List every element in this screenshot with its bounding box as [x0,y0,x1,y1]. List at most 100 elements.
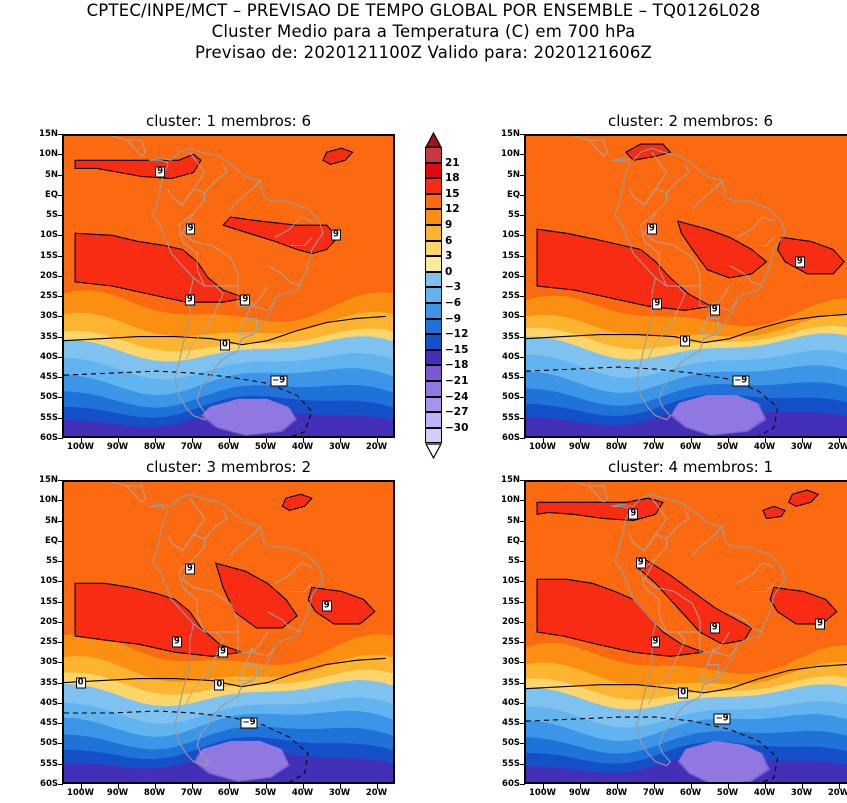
title-line-times: Previsao de: 2020121100Z Valido para: 20… [194,43,653,62]
y-axis-tick-label: 35S [502,331,520,342]
contour-label: 9 [171,636,182,648]
y-axis-tick-label: 50S [40,392,58,403]
x-axis-tick-mark [117,438,119,443]
y-axis-tick-label: 60S [502,433,520,443]
x-axis-tick-mark [376,438,378,443]
contour-label: 9 [184,563,195,575]
y-axis-tick-mark [58,316,63,318]
y-axis-tick-mark [520,601,525,603]
map-plot-cluster-1[interactable]: 9 9 9 9 9 0 −9 [62,134,395,438]
contour-label: 9 [815,618,826,630]
colorbar-tick-label: 21 [445,156,460,169]
x-axis-tick-label: 70W [642,442,665,452]
y-axis-tick-label: 5S [507,556,520,567]
y-axis-tick-label: 45S [502,372,520,383]
y-axis-tick-label: 35S [40,331,58,342]
x-axis-tick-mark [339,784,341,789]
map-plot-cluster-4[interactable]: 9 9 9 9 9 0 −9 [524,480,847,784]
x-axis-tick-mark [117,784,119,789]
y-axis-tick-mark [58,377,63,379]
contour-label: 9 [628,508,639,520]
y-axis-tick-mark [520,417,525,419]
x-axis-tick-mark [801,784,803,789]
colorbar-tick-label: 3 [445,250,453,263]
y-axis-tick-label: 35S [40,677,58,688]
y-axis-tick-mark [520,336,525,338]
chart-title-block: CPTEC/INPE/MCT – PREVISAO DE TEMPO GLOBA… [0,0,847,63]
y-axis-tick-mark [58,154,63,156]
y-axis-tick-label: 10S [40,230,58,241]
x-axis-tick-label: 50W [716,442,739,452]
contour-label: 0 [75,677,86,689]
x-axis-tick-label: 30W [790,788,813,798]
colorbar-tick-label: 15 [445,187,460,200]
x-axis-tick-mark [228,784,230,789]
contour-label: 9 [218,646,229,658]
x-axis-tick-mark [542,784,544,789]
y-axis-tick-label: 60S [502,779,520,789]
y-axis-tick-mark [58,702,63,704]
y-axis-tick-label: 10N [39,495,58,506]
map-plot-cluster-2[interactable]: 9 9 9 9 0 −9 [524,134,847,438]
temperature-field-cluster-1 [64,136,393,436]
y-axis-tick-mark [58,743,63,745]
y-axis-tick-label: 5S [507,210,520,221]
x-axis-tick-mark [579,784,581,789]
x-axis-tick-mark [265,784,267,789]
y-axis-tick-label: 15N [501,129,520,139]
x-axis-tick-label: 80W [143,788,166,798]
y-axis-tick-label: 15N [501,475,520,485]
x-axis-tick-mark [80,784,82,789]
colorbar-swatch [425,162,442,179]
y-axis-tick-mark [520,174,525,176]
colorbar-swatch [425,209,442,225]
y-axis-tick-label: 40S [502,697,520,708]
x-axis-tick-mark [228,438,230,443]
contour-label: 9 [240,294,251,306]
y-axis-tick-mark [520,540,525,542]
y-axis-tick-label: 55S [502,758,520,769]
colorbar-swatch [425,225,442,241]
x-axis-tick-label: 60W [217,788,240,798]
x-axis-tick-mark [154,784,156,789]
y-axis-tick-label: 15S [40,596,58,607]
colorbar-tick-label: −21 [445,375,469,387]
x-axis-tick-label: 70W [642,788,665,798]
x-axis-tick-mark [376,784,378,789]
y-axis-tick-mark [58,763,63,765]
y-axis-tick-mark [58,194,63,196]
x-axis-tick-mark [154,438,156,443]
x-axis-tick-mark [727,438,729,443]
y-axis-tick-label: 15N [39,475,58,485]
x-axis-tick-label: 40W [753,788,776,798]
x-axis-tick-mark [616,438,618,443]
x-axis-tick-label: 100W [528,788,557,798]
y-axis-tick-mark [520,235,525,237]
contour-label: 9 [185,223,196,235]
x-axis-tick-label: 30W [790,442,813,452]
colorbar-tick-label: −15 [445,343,469,356]
y-axis-tick-label: 15S [40,250,58,261]
y-axis-tick-label: 55S [40,758,58,769]
y-axis-tick-mark [58,438,63,439]
colorbar-swatch [425,396,442,413]
y-axis-tick-mark [520,621,525,623]
x-axis-tick-mark [690,784,692,789]
x-axis-tick-mark [80,438,82,443]
y-axis-tick-mark [58,581,63,583]
y-axis-tick-label: 10N [501,149,520,160]
contour-label: 0 [219,339,230,351]
colorbar-tick-label: −3 [445,281,462,294]
x-axis-tick-mark [191,438,193,443]
x-axis-tick-label: 60W [217,442,240,452]
y-axis-tick-mark [520,194,525,196]
colorbar-swatch [425,271,442,288]
y-axis-tick-mark [58,540,63,542]
map-plot-cluster-3[interactable]: 9 9 9 9 0 0 −9 [62,480,395,784]
y-axis-tick-mark [520,438,525,439]
y-axis-tick-mark [58,275,63,277]
x-axis-tick-mark [339,438,341,443]
x-axis-tick-label: 50W [716,788,739,798]
y-axis-tick-label: 50S [40,738,58,749]
y-axis-tick-label: 10S [502,230,520,241]
